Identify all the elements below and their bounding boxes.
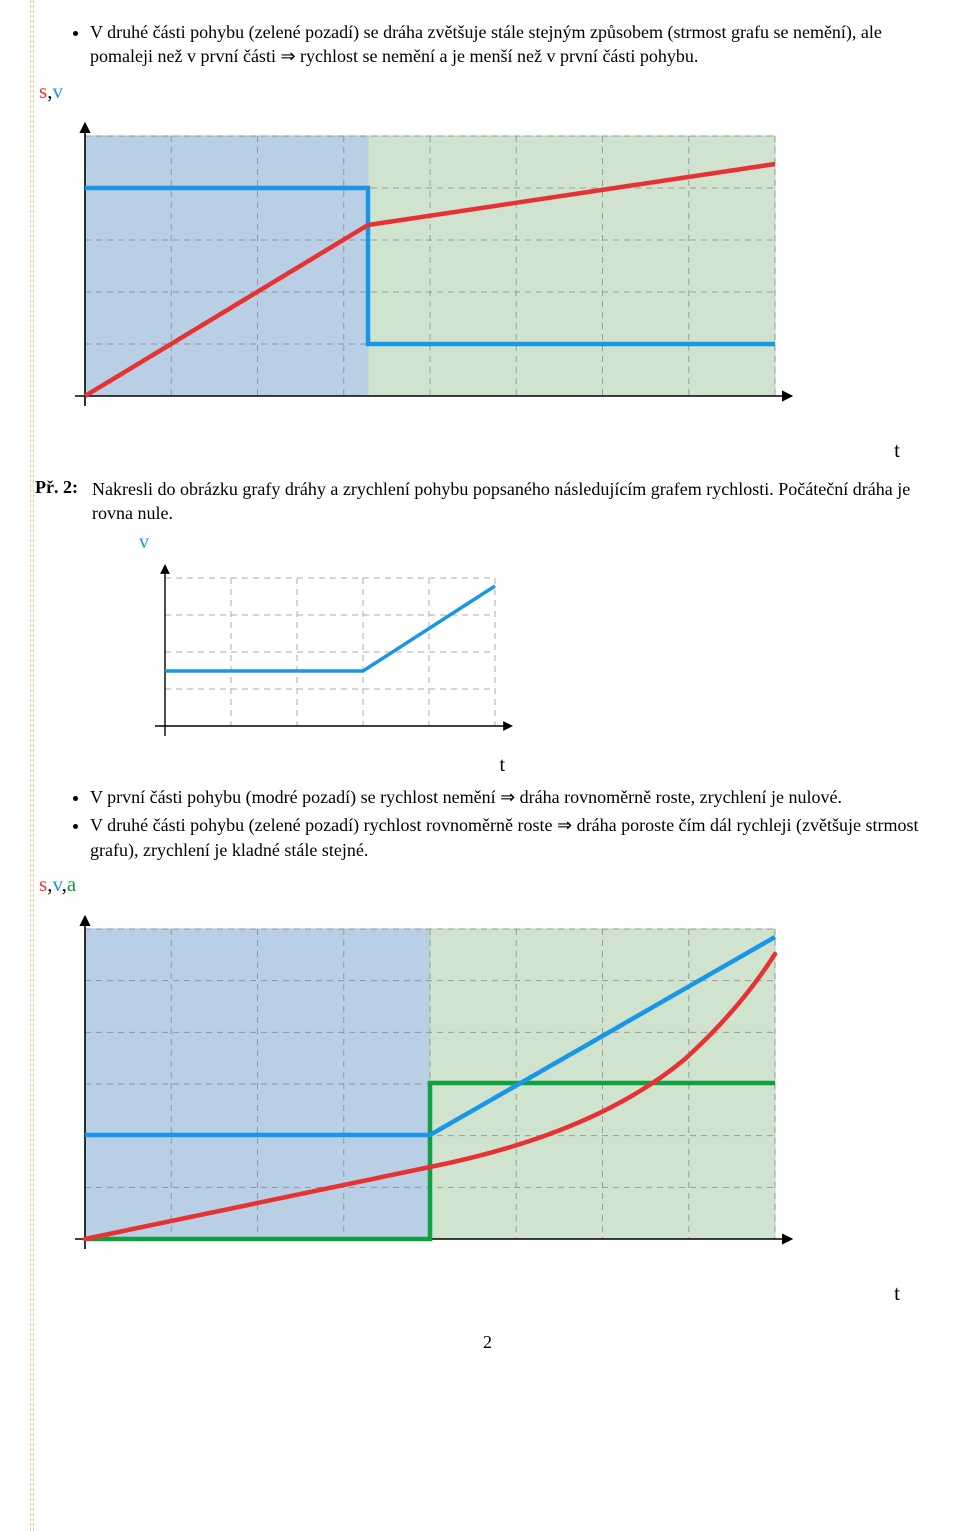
chart2 bbox=[125, 556, 940, 752]
chart1-t-label: t bbox=[35, 438, 940, 463]
page-number: 2 bbox=[35, 1332, 940, 1353]
label-v: v bbox=[52, 79, 63, 103]
example-row: Př. 2: Nakresli do obrázku grafy dráhy a… bbox=[35, 477, 940, 526]
chart2-t-label: t bbox=[125, 754, 525, 777]
chart2-y-label: v bbox=[125, 531, 940, 554]
chart3-t-label: t bbox=[35, 1281, 940, 1306]
example-text: Nakresli do obrázku grafy dráhy a zrychl… bbox=[92, 477, 940, 526]
mid-bullets: V první části pohybu (modré pozadí) se r… bbox=[35, 785, 940, 862]
margin-rule-2 bbox=[33, 0, 34, 1531]
chart1 bbox=[35, 106, 940, 436]
example-label: Př. 2: bbox=[35, 477, 78, 526]
chart3-wrap: s,v,a t bbox=[35, 872, 940, 1306]
label-v: v bbox=[52, 872, 61, 896]
margin-rule bbox=[30, 0, 31, 1531]
chart2-wrap: v t bbox=[125, 531, 940, 777]
label-a: a bbox=[67, 872, 76, 896]
chart3 bbox=[35, 899, 940, 1279]
chart3-y-label: s,v,a bbox=[35, 872, 940, 897]
chart1-wrap: s,v t bbox=[35, 79, 940, 463]
top-bullets: V druhé části pohybu (zelené pozadí) se … bbox=[35, 20, 940, 69]
bullet-item: V druhé části pohybu (zelené pozadí) ryc… bbox=[90, 813, 940, 862]
bullet-item: V druhé části pohybu (zelené pozadí) se … bbox=[90, 20, 940, 69]
label-s: s bbox=[39, 872, 47, 896]
label-s: s bbox=[39, 79, 47, 103]
bullet-item: V první části pohybu (modré pozadí) se r… bbox=[90, 785, 940, 809]
chart1-y-label: s,v bbox=[35, 79, 940, 104]
